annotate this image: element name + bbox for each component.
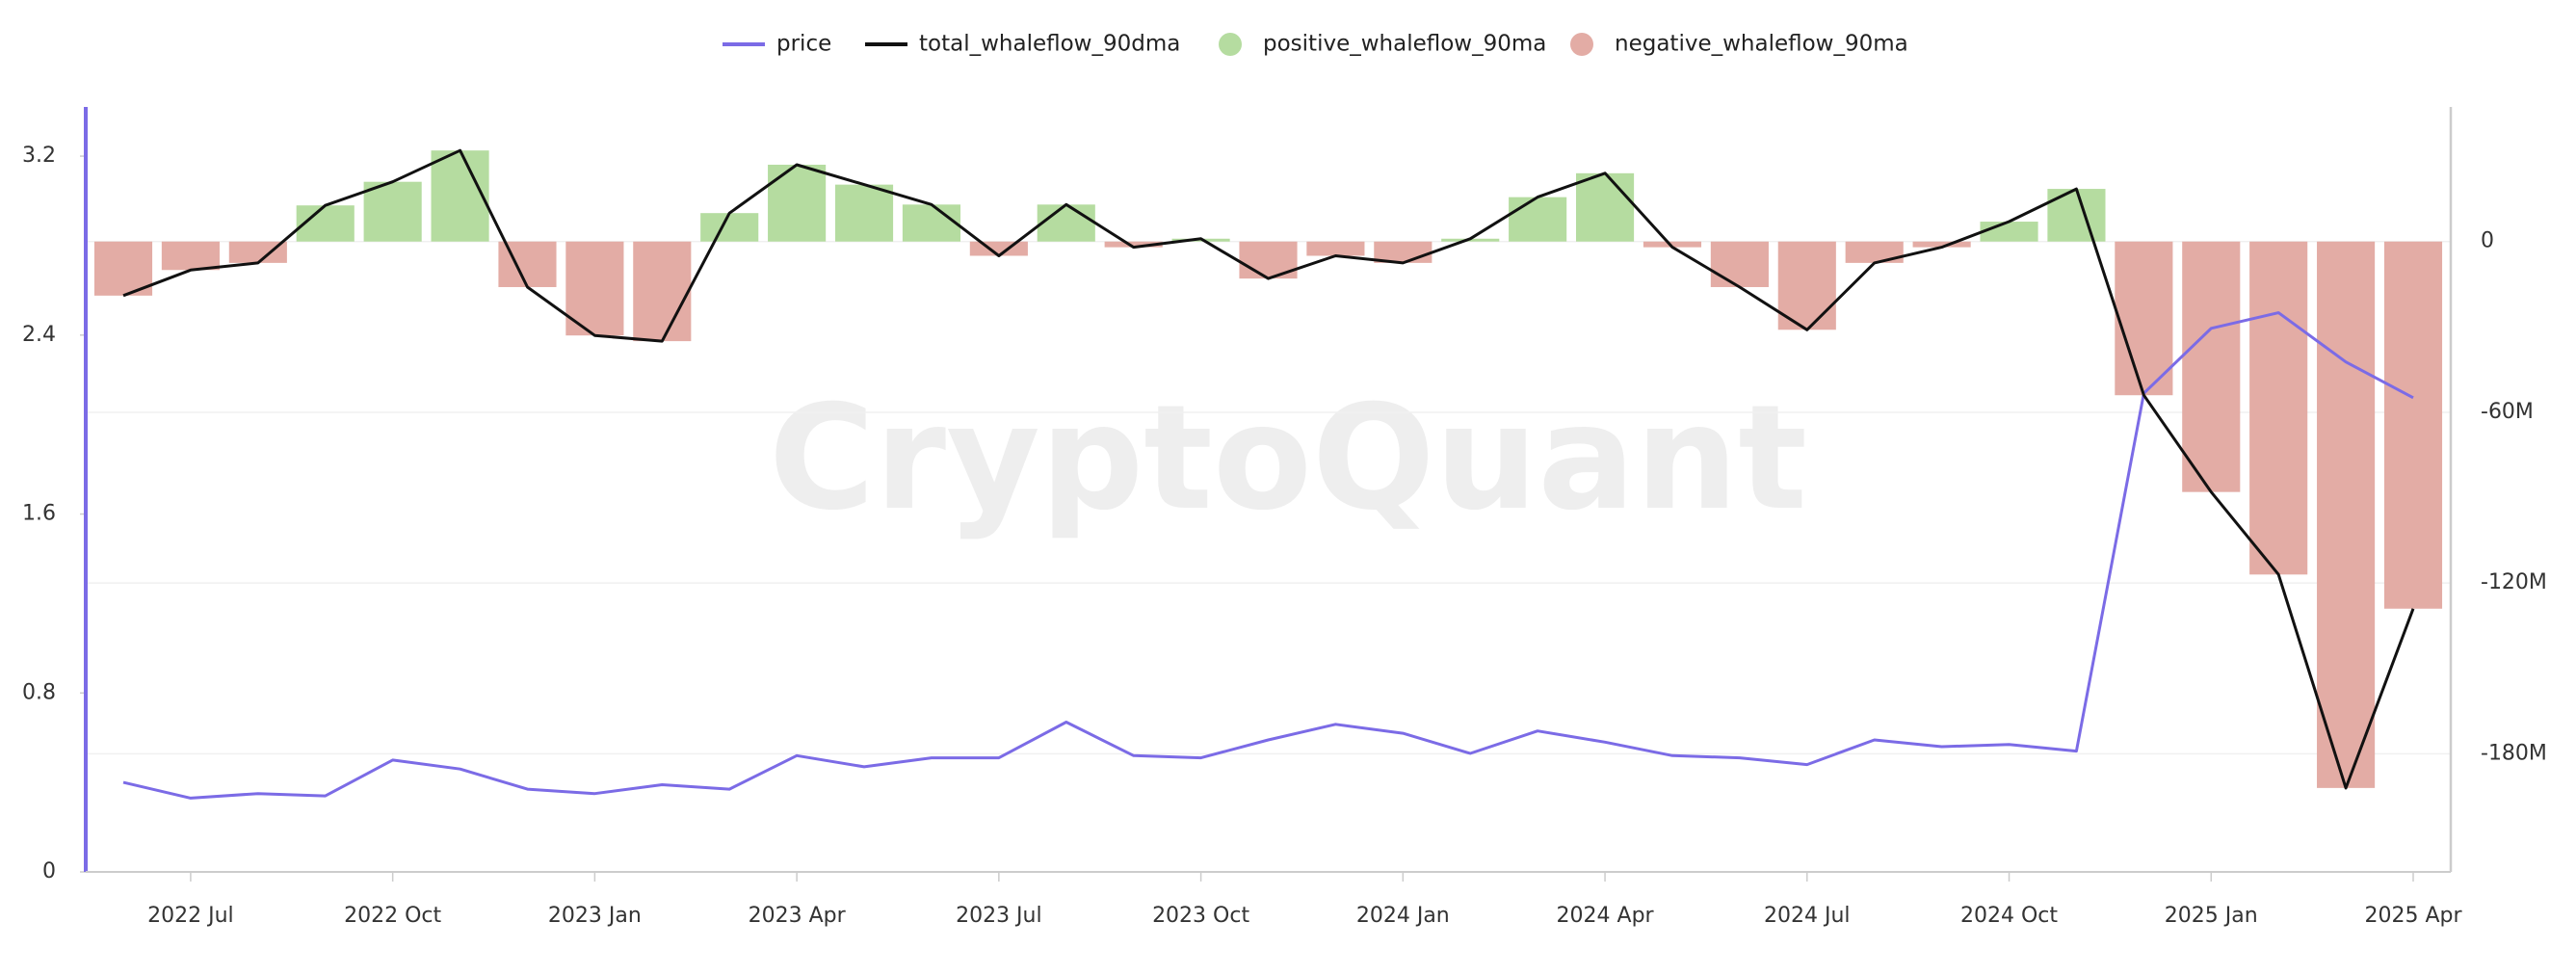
x-tick-label: 2025 Jan (2165, 904, 2258, 928)
legend-label: total_whaleflow_90dma (919, 32, 1180, 57)
y2-tick-label: -180M (2481, 741, 2547, 765)
y2-tick-label: 0 (2481, 229, 2494, 253)
y-tick-label: 1.6 (22, 502, 56, 526)
x-tick-label: 2023 Apr (749, 904, 847, 928)
legend-label: negative_whaleflow_90ma (1615, 32, 1908, 57)
bar (1104, 241, 1163, 248)
bar (2115, 241, 2173, 396)
x-tick-label: 2024 Jul (1764, 904, 1851, 928)
legend-label: price (776, 32, 831, 57)
bar (228, 241, 287, 263)
x-tick-label: 2023 Jan (548, 904, 642, 928)
bar (2047, 189, 2106, 242)
x-tick-label: 2025 Apr (2364, 904, 2462, 928)
bar (2383, 241, 2443, 609)
x-tick-label: 2024 Apr (1557, 904, 1655, 928)
bar (1643, 241, 1702, 248)
y-tick-label: 0.8 (22, 680, 56, 704)
bar (1509, 197, 1567, 242)
bar (2182, 241, 2241, 492)
watermark: CryptoQuant (769, 375, 1807, 542)
y2-tick-label: -60M (2481, 400, 2534, 424)
y2-tick-label: -120M (2481, 570, 2547, 594)
bar (1575, 172, 1635, 242)
x-tick-label: 2023 Jul (956, 904, 1042, 928)
bar (2249, 241, 2308, 575)
bar (1777, 241, 1836, 330)
line (122, 311, 2414, 800)
y-tick-label: 3.2 (22, 144, 56, 168)
x-tick-label: 2024 Jan (1356, 904, 1450, 928)
bar (1037, 204, 1095, 242)
line (122, 148, 2415, 790)
x-tick-label: 2022 Oct (344, 904, 441, 928)
legend-swatch (1219, 33, 1242, 56)
bar (2317, 241, 2376, 788)
bar (161, 241, 220, 271)
bar (768, 164, 827, 242)
y-tick-label: 0 (42, 859, 56, 883)
bar (1710, 241, 1769, 287)
y-tick-label: 2.4 (22, 323, 56, 347)
x-tick-label: 2022 Jul (147, 904, 234, 928)
x-tick-label: 2023 Oct (1152, 904, 1249, 928)
x-tick-label: 2024 Oct (1960, 904, 2058, 928)
bar (1845, 241, 1904, 263)
bar (363, 181, 422, 242)
bar (431, 150, 489, 242)
bar (700, 213, 759, 242)
bar (1980, 222, 2038, 242)
bar (1912, 241, 1971, 248)
bar (969, 241, 1028, 256)
bar (902, 204, 961, 242)
bar (93, 241, 153, 296)
bar (633, 241, 692, 342)
legend-label: positive_whaleflow_90ma (1263, 32, 1546, 57)
legend-swatch (1570, 33, 1593, 56)
bar (1306, 241, 1365, 256)
bar (834, 184, 894, 242)
